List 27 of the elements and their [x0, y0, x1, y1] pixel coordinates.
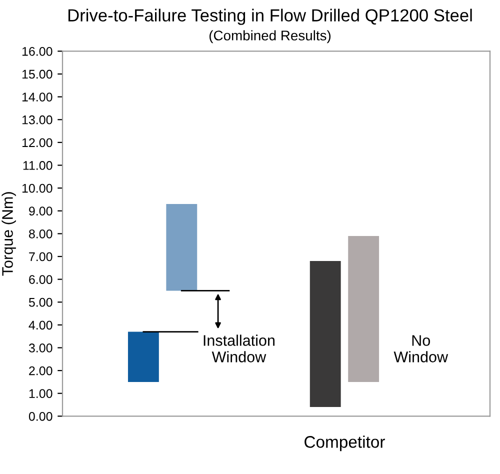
bar: [128, 332, 159, 382]
annotation: Installation Window: [204, 334, 274, 362]
y-tick-label: 15.00: [22, 70, 52, 79]
y-tick-label: 2.00: [29, 366, 52, 376]
y-axis-title: Torque (Nm): [2, 192, 16, 276]
y-tick-label: 1.00: [29, 389, 52, 398]
y-tick-label: 5.00: [28, 298, 52, 307]
y-tick-label: 9.00: [29, 206, 52, 216]
y-tick-label: 12.00: [22, 138, 52, 148]
y-tick-label: 14.00: [22, 92, 52, 102]
y-tick-label: 16.00: [22, 46, 52, 56]
chart-title: Drive-to-Failure Testing in Flow Drilled QP1200 Steel: [68, 8, 472, 25]
x-tick-label: Competitor: [304, 436, 385, 452]
y-tick-label: 10.00: [22, 184, 52, 193]
annotation: No Window: [394, 335, 448, 362]
y-tick-label: 4.00: [28, 320, 52, 330]
y-tick-label: 7.00: [29, 252, 52, 262]
y-tick-label: 11.00: [23, 161, 52, 170]
bar: [348, 236, 380, 382]
y-tick-label: 3.00: [28, 344, 52, 352]
y-tick-label: 0.00: [28, 412, 52, 421]
chart-subtitle: (Combined Results): [210, 30, 331, 44]
y-tick-label: 6.00: [29, 275, 52, 284]
y-tick-label: 8.00: [28, 229, 52, 238]
y-tick-label: 13.00: [22, 115, 52, 124]
bar: [310, 261, 341, 408]
bar: [166, 204, 198, 291]
